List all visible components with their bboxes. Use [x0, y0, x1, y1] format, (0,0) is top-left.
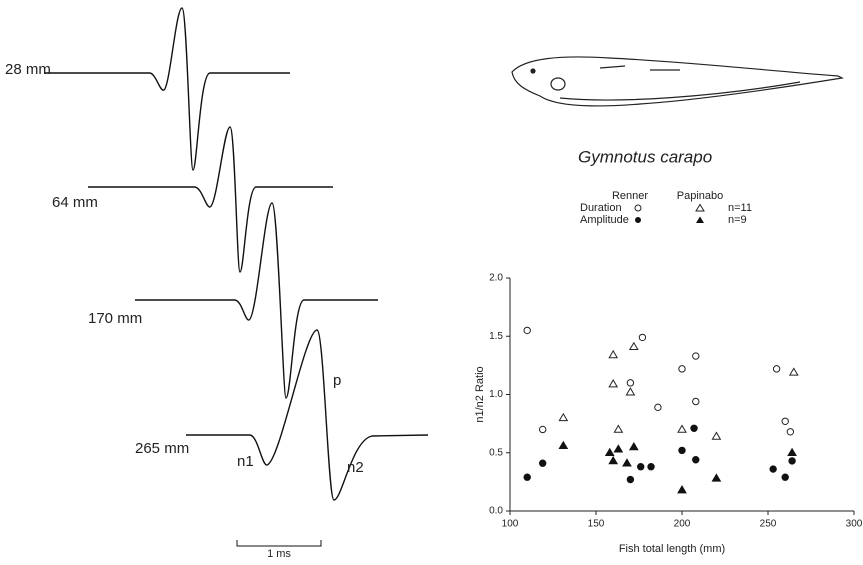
waveform-trace [186, 329, 429, 501]
x-tick-label: 250 [760, 519, 777, 530]
data-point [523, 326, 531, 335]
scatter-plot: 0.0 0.5 1.0 1.5 2.0 100 150 200 250 300 Fish total… [474, 273, 863, 555]
waveform-trace [135, 202, 378, 399]
x-tick-label: 150 [588, 519, 605, 530]
data-point [692, 456, 700, 464]
data-point [523, 473, 531, 481]
legend-symbol [695, 203, 705, 212]
y-tick-label: 2.0 [489, 273, 503, 284]
peak-label: p [333, 372, 341, 389]
data-point [638, 333, 647, 342]
x-tick-label: 100 [502, 519, 519, 530]
waveform-label: 64 mm [52, 194, 98, 211]
waveform-label: 170 mm [88, 310, 142, 327]
fish-caption: Gymnotus carapo [578, 147, 712, 166]
waveforms: 28 mm 64 mm 170 mm 265 mm p n1 n2 1 ms [5, 7, 429, 560]
data-point [692, 352, 700, 360]
data-point [787, 447, 797, 457]
fish-drawing [511, 56, 844, 107]
waveform-trace [88, 126, 333, 273]
legend-row: Duration [580, 202, 622, 214]
x-tick-label: 200 [674, 519, 691, 530]
data-point [625, 387, 636, 396]
data-point [690, 424, 698, 432]
y-axis-label: n1/n2 Ratio [474, 366, 486, 422]
y-tick-label: 1.0 [489, 389, 503, 400]
data-point [678, 365, 686, 373]
data-point [677, 485, 687, 494]
data-point [628, 441, 639, 451]
data-point [772, 365, 781, 373]
legend-symbol [696, 216, 704, 223]
data-point [558, 412, 569, 422]
data-point [608, 455, 619, 465]
waveform-label: 28 mm [5, 61, 51, 78]
data-point [788, 367, 799, 376]
data-point [769, 465, 777, 473]
data-point [678, 446, 686, 455]
peak-label: n2 [347, 459, 364, 476]
data-point [647, 463, 655, 471]
data-point [558, 440, 569, 450]
y-tick-label: 0.0 [489, 506, 503, 517]
x-tick-label: 300 [846, 519, 863, 530]
legend-column: Papinabo [677, 190, 724, 202]
y-tick-label: 1.5 [489, 331, 503, 342]
data-point [781, 473, 789, 481]
data-point [622, 458, 632, 467]
data-point [677, 424, 687, 433]
legend-count: n=11 [728, 202, 752, 214]
data-point [654, 403, 662, 412]
legend-symbol [635, 217, 641, 223]
data-point [628, 341, 639, 351]
legend-symbol [634, 204, 642, 212]
data-point [608, 379, 619, 388]
data-point [711, 473, 722, 482]
data-point [786, 428, 795, 436]
data-point [626, 379, 635, 387]
scale-bar [236, 540, 322, 547]
waveform-label: 265 mm [135, 440, 189, 457]
legend-row: Amplitude [580, 214, 629, 226]
data-point [538, 459, 547, 467]
data-point [637, 463, 645, 471]
legend-column: Renner [612, 190, 648, 202]
data-point [781, 417, 789, 425]
scale-bar-label: 1 ms [267, 548, 291, 560]
data-point [692, 397, 700, 406]
data-point [711, 431, 722, 440]
data-point [538, 425, 547, 434]
data-point [626, 475, 635, 484]
legend: Renner Papinabo Duration Amplitude n=11 … [580, 190, 752, 226]
x-axis-label: Fish total length (mm) [619, 543, 725, 555]
peak-label: n1 [237, 453, 254, 470]
legend-count: n=9 [728, 214, 747, 226]
data-point [788, 457, 796, 465]
data-point [613, 444, 624, 453]
data-point [604, 447, 615, 457]
waveform-trace [45, 7, 290, 171]
data-point [608, 349, 619, 359]
data-point [613, 424, 624, 433]
y-tick-label: 0.5 [489, 447, 503, 458]
